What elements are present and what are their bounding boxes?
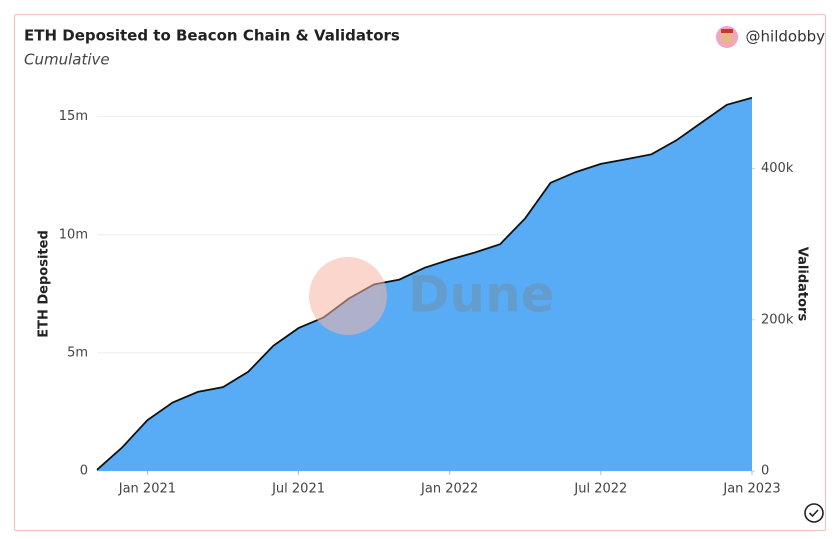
y-tick-label: 0 — [80, 464, 88, 479]
plot — [96, 96, 753, 471]
author[interactable]: @hildobby — [746, 28, 826, 46]
chart-title: ETH Deposited to Beacon Chain & Validato… — [24, 27, 400, 45]
x-tick-label: Jan 2023 — [722, 482, 780, 497]
y-tick-label: 10m — [59, 227, 88, 242]
validators-line — [96, 96, 753, 471]
author-avatar — [716, 26, 738, 48]
watermark-logo — [309, 257, 387, 335]
status-icon[interactable] — [804, 503, 824, 523]
x-tick-label: Jan 2021 — [118, 482, 176, 497]
chart-subtitle: Cumulative — [24, 51, 110, 69]
x-tick-label: Jan 2022 — [420, 482, 478, 497]
y2-tick-label: 200k — [761, 312, 794, 327]
y2-tick-label: 400k — [761, 161, 794, 176]
x-tick-label: Jul 2022 — [573, 482, 627, 497]
axes: 0 5m 10m 15m 0 200k 400k Jan 2021 Jul 2021 Jan 20… — [59, 109, 794, 496]
y-tick-label: 5m — [67, 345, 88, 360]
y2-tick-label: 0 — [761, 464, 769, 479]
y-axis-label: ETH Deposited — [37, 230, 52, 338]
y2-axis-label: Validators — [795, 247, 810, 322]
y-tick-label: 15m — [59, 109, 88, 124]
eth-area — [97, 97, 752, 471]
watermark-group: Dune — [309, 257, 555, 335]
x-tick-label: Jul 2021 — [271, 482, 325, 497]
watermark: Dune — [408, 266, 555, 324]
